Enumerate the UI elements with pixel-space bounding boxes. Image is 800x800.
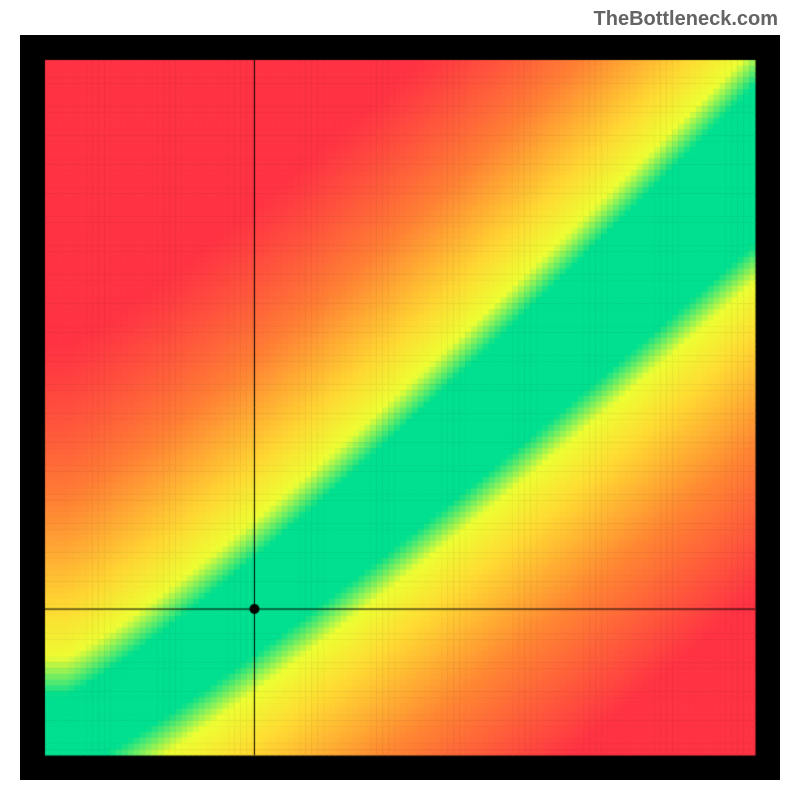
chart-container: TheBottleneck.com [0,0,800,800]
attribution-label: TheBottleneck.com [594,8,778,31]
heatmap-chart [20,35,780,780]
heatmap-canvas [20,35,780,780]
